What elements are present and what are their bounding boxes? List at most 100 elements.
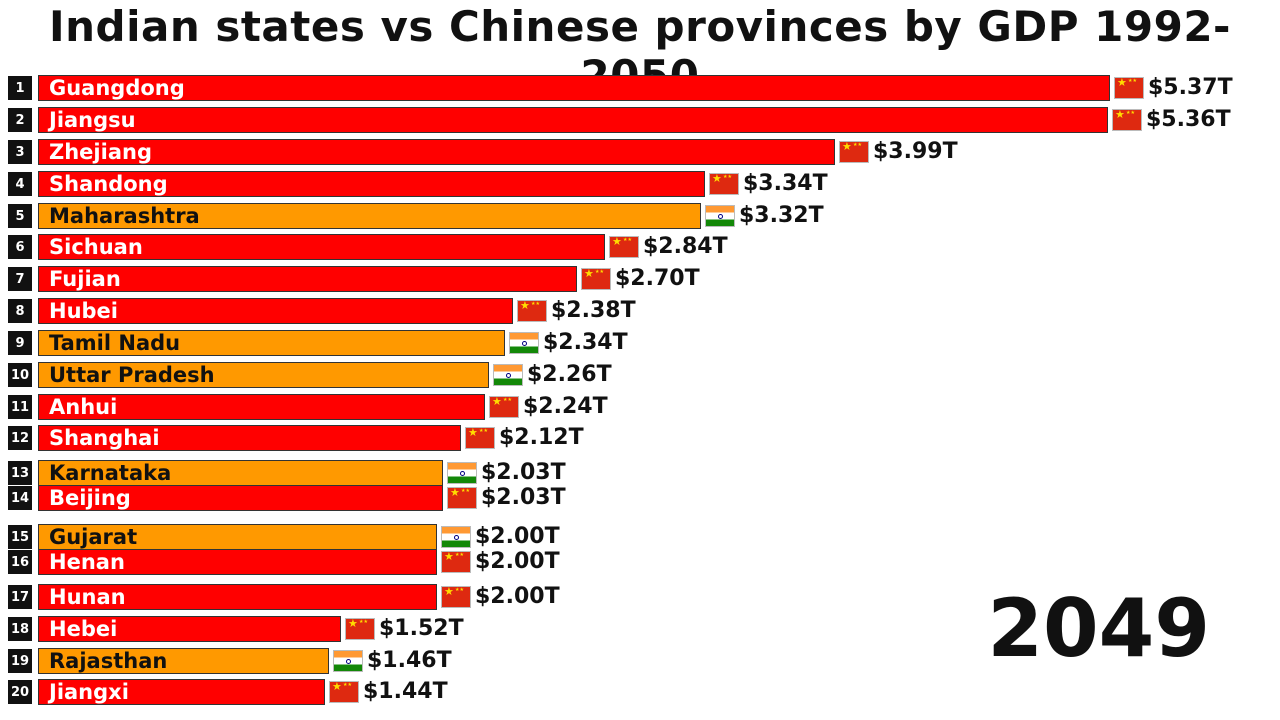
value-label: $2.03T xyxy=(481,485,566,510)
bar-label: Shandong xyxy=(49,172,168,196)
rank-badge: 17 xyxy=(8,585,32,609)
bar-label: Beijing xyxy=(49,486,131,510)
bar: Hubei xyxy=(38,298,513,324)
china-flag-icon xyxy=(839,141,869,163)
rank-badge: 13 xyxy=(8,461,32,485)
china-flag-icon xyxy=(709,173,739,195)
china-flag-icon xyxy=(1114,77,1144,99)
value-label: $1.44T xyxy=(363,679,448,704)
rank-badge: 4 xyxy=(8,172,32,196)
china-flag-icon xyxy=(489,396,519,418)
rank-badge: 10 xyxy=(8,363,32,387)
bar: Jiangsu xyxy=(38,107,1108,133)
bar: Zhejiang xyxy=(38,139,835,165)
rank-badge: 16 xyxy=(8,550,32,574)
value-label: $2.38T xyxy=(551,298,636,323)
value-label: $3.34T xyxy=(743,171,828,196)
china-flag-icon xyxy=(581,268,611,290)
india-flag-icon xyxy=(441,526,471,548)
value-label: $2.34T xyxy=(543,330,628,355)
china-flag-icon xyxy=(441,586,471,608)
india-flag-icon xyxy=(509,332,539,354)
bar-label: Shanghai xyxy=(49,426,160,450)
bar-label: Zhejiang xyxy=(49,140,152,164)
year-label: 2049 xyxy=(987,582,1210,675)
china-flag-icon xyxy=(329,681,359,703)
bar-label: Sichuan xyxy=(49,235,143,259)
bar-label: Anhui xyxy=(49,395,118,419)
india-flag-icon xyxy=(493,364,523,386)
value-label: $1.46T xyxy=(367,648,452,673)
bar: Maharashtra xyxy=(38,203,701,229)
value-label: $2.84T xyxy=(643,234,728,259)
bar-label: Fujian xyxy=(49,267,121,291)
rank-badge: 15 xyxy=(8,525,32,549)
bar-label: Maharashtra xyxy=(49,204,200,228)
bar-label: Guangdong xyxy=(49,76,185,100)
value-label: $2.00T xyxy=(475,584,560,609)
value-label: $2.03T xyxy=(481,460,566,485)
rank-badge: 12 xyxy=(8,426,32,450)
bar: Tamil Nadu xyxy=(38,330,505,356)
bar: Rajasthan xyxy=(38,648,329,674)
value-label: $2.00T xyxy=(475,549,560,574)
bar: Henan xyxy=(38,549,437,575)
china-flag-icon xyxy=(609,236,639,258)
bar: Karnataka xyxy=(38,460,443,486)
rank-badge: 5 xyxy=(8,204,32,228)
china-flag-icon xyxy=(345,618,375,640)
bar-label: Karnataka xyxy=(49,461,172,485)
value-label: $5.36T xyxy=(1146,107,1231,132)
bar-label: Uttar Pradesh xyxy=(49,363,215,387)
rank-badge: 7 xyxy=(8,267,32,291)
bar: Beijing xyxy=(38,485,443,511)
china-flag-icon xyxy=(441,551,471,573)
china-flag-icon xyxy=(517,300,547,322)
bar-label: Hunan xyxy=(49,585,126,609)
bar-label: Jiangxi xyxy=(49,680,129,704)
china-flag-icon xyxy=(465,427,495,449)
india-flag-icon xyxy=(333,650,363,672)
value-label: $1.52T xyxy=(379,616,464,641)
value-label: $2.26T xyxy=(527,362,612,387)
bar: Shanghai xyxy=(38,425,461,451)
value-label: $3.99T xyxy=(873,139,958,164)
india-flag-icon xyxy=(447,462,477,484)
bar: Jiangxi xyxy=(38,679,325,705)
bar-label: Gujarat xyxy=(49,525,138,549)
bar-label: Henan xyxy=(49,550,125,574)
rank-badge: 1 xyxy=(8,76,32,100)
value-label: $3.32T xyxy=(739,203,824,228)
bar: Hebei xyxy=(38,616,341,642)
bar: Fujian xyxy=(38,266,577,292)
bar-label: Rajasthan xyxy=(49,649,168,673)
bar: Guangdong xyxy=(38,75,1110,101)
china-flag-icon xyxy=(1112,109,1142,131)
rank-badge: 8 xyxy=(8,299,32,323)
bar: Hunan xyxy=(38,584,437,610)
value-label: $5.37T xyxy=(1148,75,1233,100)
bar: Gujarat xyxy=(38,524,437,550)
bar: Sichuan xyxy=(38,234,605,260)
value-label: $2.24T xyxy=(523,394,608,419)
bar-label: Jiangsu xyxy=(49,108,136,132)
bar-label: Hubei xyxy=(49,299,118,323)
rank-badge: 20 xyxy=(8,680,32,704)
bar: Anhui xyxy=(38,394,485,420)
india-flag-icon xyxy=(705,205,735,227)
bar: Uttar Pradesh xyxy=(38,362,489,388)
rank-badge: 11 xyxy=(8,395,32,419)
bar: Shandong xyxy=(38,171,705,197)
rank-badge: 6 xyxy=(8,235,32,259)
value-label: $2.12T xyxy=(499,425,584,450)
value-label: $2.70T xyxy=(615,266,700,291)
rank-badge: 18 xyxy=(8,617,32,641)
rank-badge: 2 xyxy=(8,108,32,132)
rank-badge: 3 xyxy=(8,140,32,164)
rank-badge: 9 xyxy=(8,331,32,355)
rank-badge: 19 xyxy=(8,649,32,673)
china-flag-icon xyxy=(447,487,477,509)
value-label: $2.00T xyxy=(475,524,560,549)
bar-label: Hebei xyxy=(49,617,118,641)
